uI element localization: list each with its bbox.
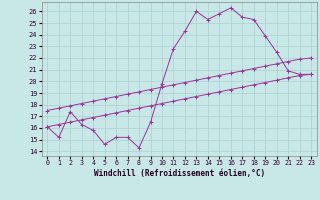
X-axis label: Windchill (Refroidissement éolien,°C): Windchill (Refroidissement éolien,°C) <box>94 169 265 178</box>
